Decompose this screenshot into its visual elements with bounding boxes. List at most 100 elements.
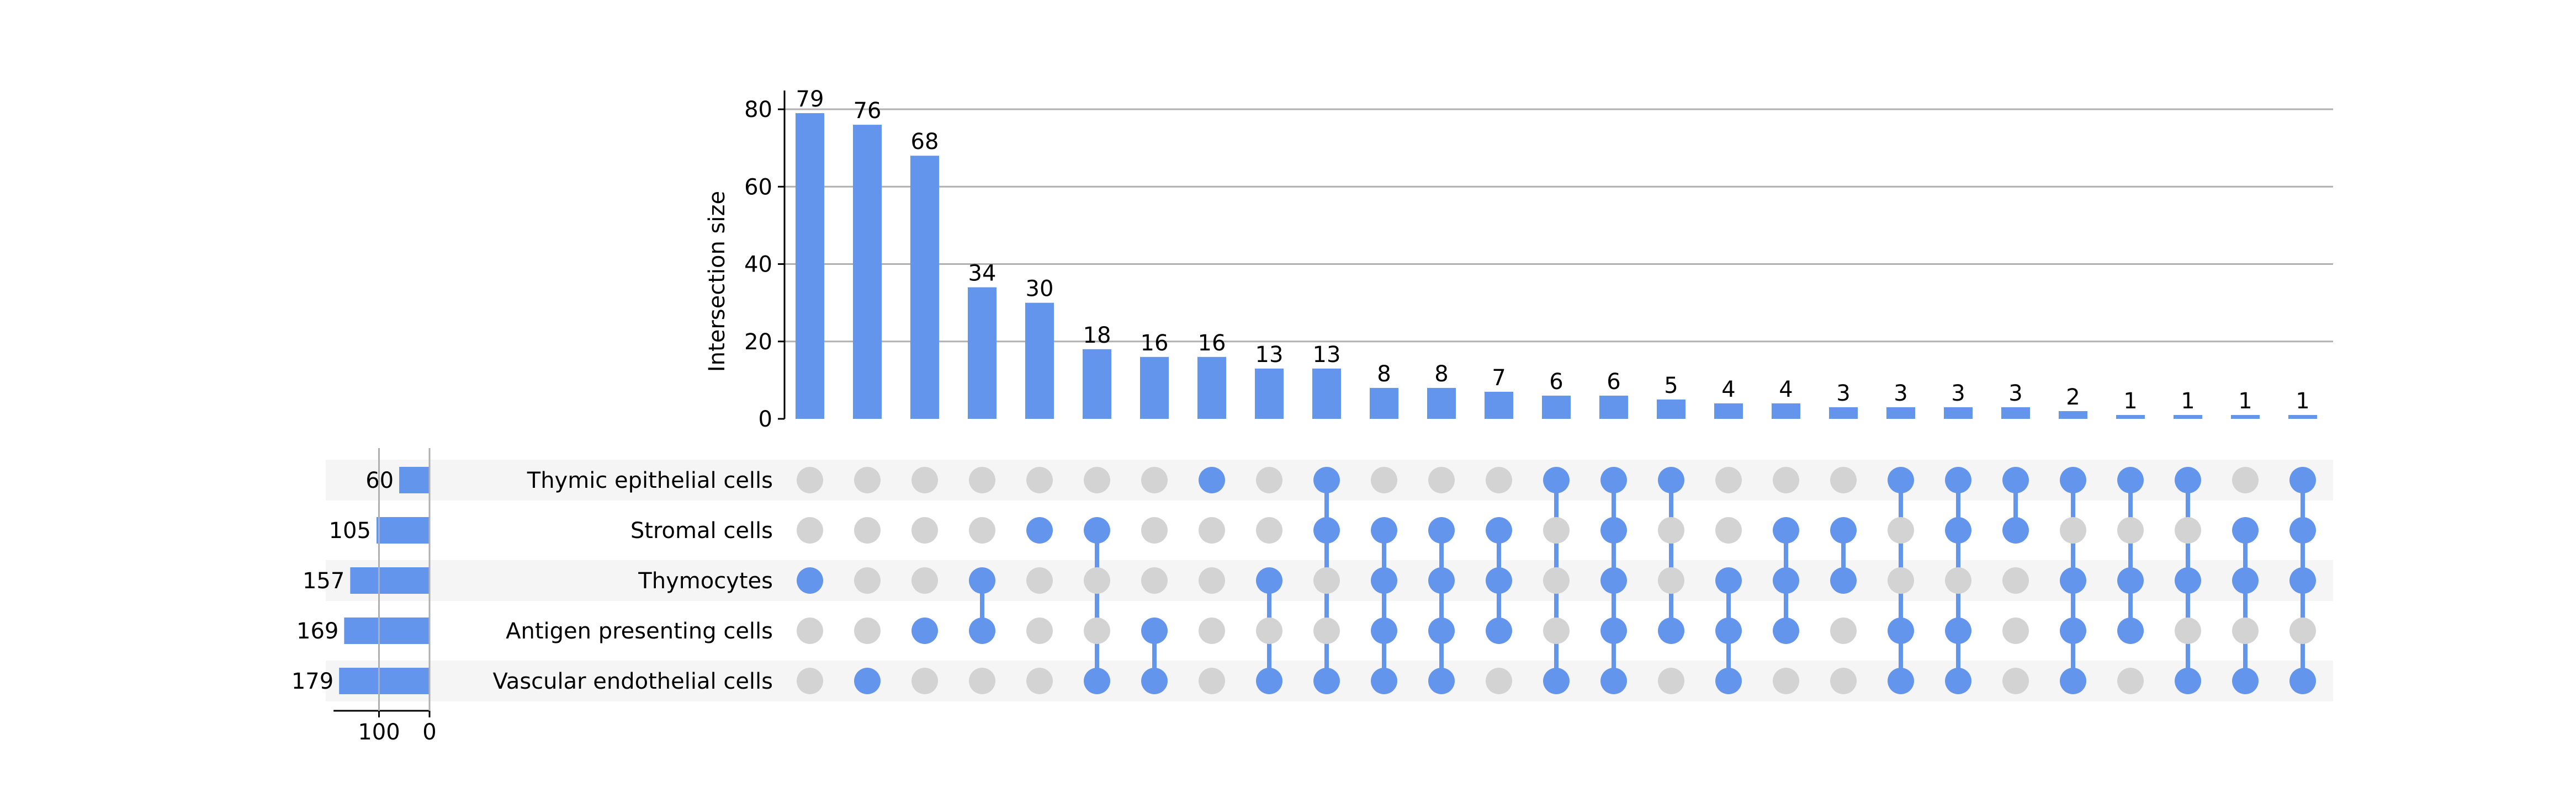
intersection-bar-value-label: 16: [1141, 331, 1169, 356]
membership-dot-inactive: [1084, 567, 1110, 594]
membership-dot-inactive: [1945, 567, 1971, 594]
membership-dot-inactive: [1830, 467, 1857, 493]
membership-dot-inactive: [911, 668, 938, 694]
intersection-bar-value-label: 3: [1951, 381, 1965, 406]
membership-dot-inactive: [1256, 618, 1282, 644]
membership-dot-active: [1141, 668, 1168, 694]
membership-dot-active: [1428, 567, 1455, 594]
membership-dot-inactive: [1658, 517, 1684, 544]
set-size-value-label: 179: [291, 669, 333, 694]
set-name-label: Thymic epithelial cells: [527, 468, 773, 493]
intersection-size-axis: Intersection size 0 20 40 60 80: [704, 91, 786, 432]
intersection-bar: [1370, 387, 1398, 419]
membership-dot-active: [1600, 467, 1627, 493]
intersection-bar: [1886, 407, 1915, 419]
membership-dot-inactive: [2232, 618, 2259, 644]
intersection-bar: [1542, 395, 1571, 419]
intersection-bar: [796, 113, 824, 419]
membership-dot-inactive: [1715, 517, 1742, 544]
set-name-labels: Thymic epithelial cells Stromal cells Thym…: [493, 468, 773, 694]
set-name-label: Vascular endothelial cells: [493, 669, 773, 694]
membership-dot-active: [1658, 618, 1684, 644]
membership-dot-inactive: [911, 517, 938, 544]
membership-dot-active: [2060, 668, 2086, 694]
intersection-bar-value-label: 3: [1836, 381, 1850, 406]
membership-dot-inactive: [2232, 467, 2259, 493]
membership-dot-active: [1888, 618, 1914, 644]
membership-dot-active: [1945, 467, 1971, 493]
set-size-bar: [350, 567, 430, 594]
membership-dot-inactive: [1486, 668, 1512, 694]
membership-dot-active: [1371, 668, 1397, 694]
membership-dot-inactive: [1773, 668, 1799, 694]
membership-dot-active: [1830, 567, 1857, 594]
membership-dot-inactive: [1428, 467, 1455, 493]
intersection-bar-value-label: 1: [2238, 388, 2252, 414]
membership-dot-inactive: [1773, 467, 1799, 493]
membership-matrix: [797, 467, 2316, 694]
intersection-bar-value-label: 5: [1664, 373, 1678, 398]
membership-dot-inactive: [2117, 517, 2144, 544]
membership-dot-active: [2002, 517, 2029, 544]
intersection-bars: [796, 113, 2317, 419]
set-name-label: Antigen presenting cells: [506, 619, 773, 644]
membership-dot-inactive: [1371, 467, 1397, 493]
membership-dot-active: [1141, 618, 1168, 644]
intersection-size-tick-label: 80: [744, 97, 772, 123]
membership-dot-active: [2232, 517, 2259, 544]
membership-dot-active: [911, 618, 938, 644]
intersection-bar-value-label: 8: [1434, 361, 1448, 387]
intersection-bar: [1657, 399, 1685, 419]
membership-dot-inactive: [1026, 567, 1053, 594]
intersection-bar-value-label: 13: [1313, 342, 1341, 368]
set-size-bar: [344, 618, 430, 644]
membership-dot-active: [1313, 517, 1340, 544]
intersection-bar: [1944, 407, 1973, 419]
set-size-bar: [399, 467, 430, 493]
membership-dot-active: [1945, 668, 1971, 694]
membership-dot-active: [2175, 467, 2201, 493]
intersection-bar-value-label: 76: [854, 98, 882, 124]
membership-dot-active: [1486, 567, 1512, 594]
intersection-bar-value-label: 6: [1607, 369, 1620, 395]
membership-dot-inactive: [1543, 567, 1570, 594]
membership-dot-active: [1945, 517, 1971, 544]
membership-dot-active: [2289, 467, 2316, 493]
membership-dot-inactive: [1313, 567, 1340, 594]
set-name-label: Stromal cells: [630, 518, 773, 544]
membership-dot-active: [1888, 467, 1914, 493]
membership-dot-active: [2175, 567, 2201, 594]
intersection-bar-value-label: 18: [1083, 323, 1111, 348]
membership-dot-active: [969, 567, 995, 594]
membership-dot-active: [1888, 668, 1914, 694]
intersection-bar: [910, 156, 939, 419]
intersection-bar: [1829, 407, 1858, 419]
membership-dot-inactive: [2060, 517, 2086, 544]
membership-dot-inactive: [2175, 618, 2201, 644]
intersection-bar-value-label: 1: [2296, 388, 2309, 414]
membership-dot-inactive: [2002, 567, 2029, 594]
membership-dot-active: [1600, 517, 1627, 544]
membership-dot-inactive: [1543, 517, 1570, 544]
set-size-bar: [339, 668, 430, 694]
intersection-bar-value-label: 7: [1492, 365, 1506, 391]
membership-dot-active: [1773, 517, 1799, 544]
set-size-tick-label: 0: [422, 720, 436, 745]
membership-dot-active: [1371, 567, 1397, 594]
membership-dot-active: [1199, 467, 1225, 493]
membership-dot-inactive: [1026, 618, 1053, 644]
membership-dot-active: [2002, 467, 2029, 493]
intersection-bar: [1140, 356, 1169, 419]
intersection-bar-value-label: 3: [2008, 381, 2022, 406]
membership-dot-inactive: [1658, 668, 1684, 694]
membership-dot-active: [1773, 618, 1799, 644]
membership-dot-active: [2175, 668, 2201, 694]
intersection-gridlines: [785, 108, 2333, 343]
membership-dot-inactive: [2002, 668, 2029, 694]
membership-dot-active: [1313, 467, 1340, 493]
intersection-size-tick-label: 20: [744, 329, 772, 355]
membership-dot-active: [2060, 467, 2086, 493]
